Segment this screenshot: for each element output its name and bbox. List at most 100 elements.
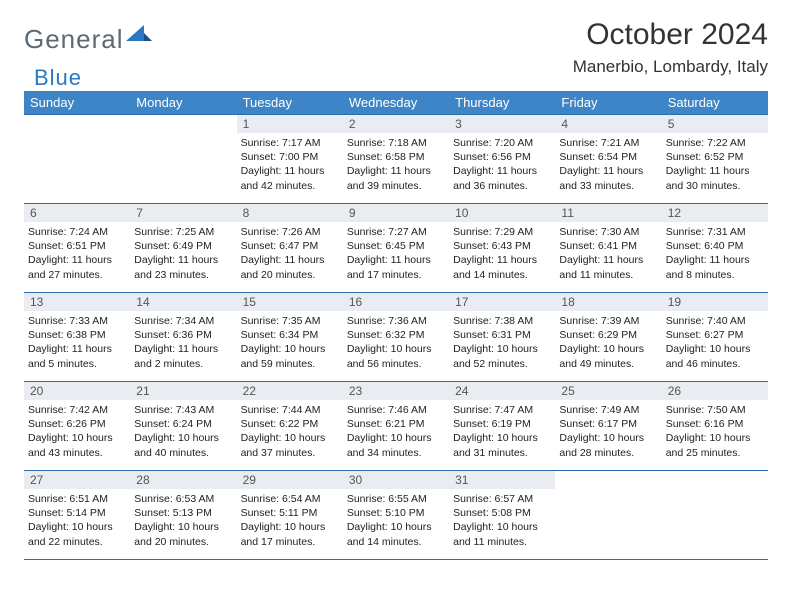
calendar-cell: 8Sunrise: 7:26 AMSunset: 6:47 PMDaylight… xyxy=(237,204,343,293)
weekday-header: Monday xyxy=(130,91,236,115)
day-details: Sunrise: 6:54 AMSunset: 5:11 PMDaylight:… xyxy=(237,489,343,551)
day-number: 27 xyxy=(24,471,130,489)
logo-text-blue: Blue xyxy=(34,65,82,91)
calendar-row: 13Sunrise: 7:33 AMSunset: 6:38 PMDayligh… xyxy=(24,293,768,382)
logo-text-general: General xyxy=(24,24,124,55)
calendar-cell: . xyxy=(24,115,130,204)
month-title: October 2024 xyxy=(573,18,768,51)
weekday-row: SundayMondayTuesdayWednesdayThursdayFrid… xyxy=(24,91,768,115)
day-number: 1 xyxy=(237,115,343,133)
calendar-cell: 18Sunrise: 7:39 AMSunset: 6:29 PMDayligh… xyxy=(555,293,661,382)
day-details: Sunrise: 7:34 AMSunset: 6:36 PMDaylight:… xyxy=(130,311,236,373)
day-number: 25 xyxy=(555,382,661,400)
day-number: 9 xyxy=(343,204,449,222)
day-details: Sunrise: 7:31 AMSunset: 6:40 PMDaylight:… xyxy=(662,222,768,284)
day-details: Sunrise: 7:29 AMSunset: 6:43 PMDaylight:… xyxy=(449,222,555,284)
day-details: Sunrise: 7:17 AMSunset: 7:00 PMDaylight:… xyxy=(237,133,343,195)
calendar-cell: 14Sunrise: 7:34 AMSunset: 6:36 PMDayligh… xyxy=(130,293,236,382)
day-number: 8 xyxy=(237,204,343,222)
calendar-row: 6Sunrise: 7:24 AMSunset: 6:51 PMDaylight… xyxy=(24,204,768,293)
day-details: Sunrise: 6:51 AMSunset: 5:14 PMDaylight:… xyxy=(24,489,130,551)
day-number: 29 xyxy=(237,471,343,489)
day-details: Sunrise: 7:43 AMSunset: 6:24 PMDaylight:… xyxy=(130,400,236,462)
day-details: Sunrise: 7:26 AMSunset: 6:47 PMDaylight:… xyxy=(237,222,343,284)
day-number: 21 xyxy=(130,382,236,400)
day-number: 13 xyxy=(24,293,130,311)
day-details: Sunrise: 7:20 AMSunset: 6:56 PMDaylight:… xyxy=(449,133,555,195)
calendar-cell: . xyxy=(555,471,661,560)
calendar-cell: 23Sunrise: 7:46 AMSunset: 6:21 PMDayligh… xyxy=(343,382,449,471)
weekday-header: Sunday xyxy=(24,91,130,115)
day-number: 28 xyxy=(130,471,236,489)
day-details: Sunrise: 7:36 AMSunset: 6:32 PMDaylight:… xyxy=(343,311,449,373)
calendar-cell: 2Sunrise: 7:18 AMSunset: 6:58 PMDaylight… xyxy=(343,115,449,204)
day-details: Sunrise: 7:49 AMSunset: 6:17 PMDaylight:… xyxy=(555,400,661,462)
day-number: 11 xyxy=(555,204,661,222)
day-details: Sunrise: 7:50 AMSunset: 6:16 PMDaylight:… xyxy=(662,400,768,462)
calendar-cell: 4Sunrise: 7:21 AMSunset: 6:54 PMDaylight… xyxy=(555,115,661,204)
calendar-cell: 6Sunrise: 7:24 AMSunset: 6:51 PMDaylight… xyxy=(24,204,130,293)
title-block: October 2024 Manerbio, Lombardy, Italy xyxy=(573,18,768,77)
day-details: Sunrise: 6:57 AMSunset: 5:08 PMDaylight:… xyxy=(449,489,555,551)
day-details: Sunrise: 7:35 AMSunset: 6:34 PMDaylight:… xyxy=(237,311,343,373)
calendar-table: SundayMondayTuesdayWednesdayThursdayFrid… xyxy=(24,91,768,560)
weekday-header: Friday xyxy=(555,91,661,115)
calendar-cell: 15Sunrise: 7:35 AMSunset: 6:34 PMDayligh… xyxy=(237,293,343,382)
calendar-cell: 1Sunrise: 7:17 AMSunset: 7:00 PMDaylight… xyxy=(237,115,343,204)
calendar-cell: 17Sunrise: 7:38 AMSunset: 6:31 PMDayligh… xyxy=(449,293,555,382)
day-number: 10 xyxy=(449,204,555,222)
calendar-body: ..1Sunrise: 7:17 AMSunset: 7:00 PMDaylig… xyxy=(24,115,768,560)
calendar-cell: 16Sunrise: 7:36 AMSunset: 6:32 PMDayligh… xyxy=(343,293,449,382)
day-number: 6 xyxy=(24,204,130,222)
calendar-head: SundayMondayTuesdayWednesdayThursdayFrid… xyxy=(24,91,768,115)
day-details: Sunrise: 7:30 AMSunset: 6:41 PMDaylight:… xyxy=(555,222,661,284)
calendar-cell: 25Sunrise: 7:49 AMSunset: 6:17 PMDayligh… xyxy=(555,382,661,471)
day-number: 7 xyxy=(130,204,236,222)
calendar-page: General October 2024 Manerbio, Lombardy,… xyxy=(0,0,792,578)
calendar-cell: 19Sunrise: 7:40 AMSunset: 6:27 PMDayligh… xyxy=(662,293,768,382)
day-details: Sunrise: 7:39 AMSunset: 6:29 PMDaylight:… xyxy=(555,311,661,373)
calendar-cell: 30Sunrise: 6:55 AMSunset: 5:10 PMDayligh… xyxy=(343,471,449,560)
day-number: 5 xyxy=(662,115,768,133)
weekday-header: Thursday xyxy=(449,91,555,115)
calendar-cell: 7Sunrise: 7:25 AMSunset: 6:49 PMDaylight… xyxy=(130,204,236,293)
day-number: 14 xyxy=(130,293,236,311)
day-details: Sunrise: 6:53 AMSunset: 5:13 PMDaylight:… xyxy=(130,489,236,551)
day-number: 23 xyxy=(343,382,449,400)
day-details: Sunrise: 7:18 AMSunset: 6:58 PMDaylight:… xyxy=(343,133,449,195)
day-number: 22 xyxy=(237,382,343,400)
day-details: Sunrise: 7:22 AMSunset: 6:52 PMDaylight:… xyxy=(662,133,768,195)
calendar-cell: 28Sunrise: 6:53 AMSunset: 5:13 PMDayligh… xyxy=(130,471,236,560)
calendar-row: ..1Sunrise: 7:17 AMSunset: 7:00 PMDaylig… xyxy=(24,115,768,204)
day-details: Sunrise: 7:25 AMSunset: 6:49 PMDaylight:… xyxy=(130,222,236,284)
day-details: Sunrise: 7:21 AMSunset: 6:54 PMDaylight:… xyxy=(555,133,661,195)
day-number: 2 xyxy=(343,115,449,133)
weekday-header: Tuesday xyxy=(237,91,343,115)
day-details: Sunrise: 7:42 AMSunset: 6:26 PMDaylight:… xyxy=(24,400,130,462)
day-number: 4 xyxy=(555,115,661,133)
day-number: 26 xyxy=(662,382,768,400)
day-number: 12 xyxy=(662,204,768,222)
day-details: Sunrise: 7:46 AMSunset: 6:21 PMDaylight:… xyxy=(343,400,449,462)
calendar-cell: 22Sunrise: 7:44 AMSunset: 6:22 PMDayligh… xyxy=(237,382,343,471)
calendar-cell: 10Sunrise: 7:29 AMSunset: 6:43 PMDayligh… xyxy=(449,204,555,293)
calendar-cell: . xyxy=(662,471,768,560)
logo: General xyxy=(24,24,154,55)
day-number: 3 xyxy=(449,115,555,133)
logo-triangle-icon xyxy=(126,23,154,48)
calendar-cell: 29Sunrise: 6:54 AMSunset: 5:11 PMDayligh… xyxy=(237,471,343,560)
day-number: 16 xyxy=(343,293,449,311)
calendar-cell: . xyxy=(130,115,236,204)
calendar-cell: 26Sunrise: 7:50 AMSunset: 6:16 PMDayligh… xyxy=(662,382,768,471)
location: Manerbio, Lombardy, Italy xyxy=(573,57,768,77)
calendar-cell: 11Sunrise: 7:30 AMSunset: 6:41 PMDayligh… xyxy=(555,204,661,293)
calendar-cell: 9Sunrise: 7:27 AMSunset: 6:45 PMDaylight… xyxy=(343,204,449,293)
calendar-cell: 27Sunrise: 6:51 AMSunset: 5:14 PMDayligh… xyxy=(24,471,130,560)
day-number: 20 xyxy=(24,382,130,400)
day-details: Sunrise: 7:47 AMSunset: 6:19 PMDaylight:… xyxy=(449,400,555,462)
day-details: Sunrise: 7:27 AMSunset: 6:45 PMDaylight:… xyxy=(343,222,449,284)
day-details: Sunrise: 7:24 AMSunset: 6:51 PMDaylight:… xyxy=(24,222,130,284)
day-details: Sunrise: 7:40 AMSunset: 6:27 PMDaylight:… xyxy=(662,311,768,373)
day-details: Sunrise: 7:33 AMSunset: 6:38 PMDaylight:… xyxy=(24,311,130,373)
calendar-row: 27Sunrise: 6:51 AMSunset: 5:14 PMDayligh… xyxy=(24,471,768,560)
